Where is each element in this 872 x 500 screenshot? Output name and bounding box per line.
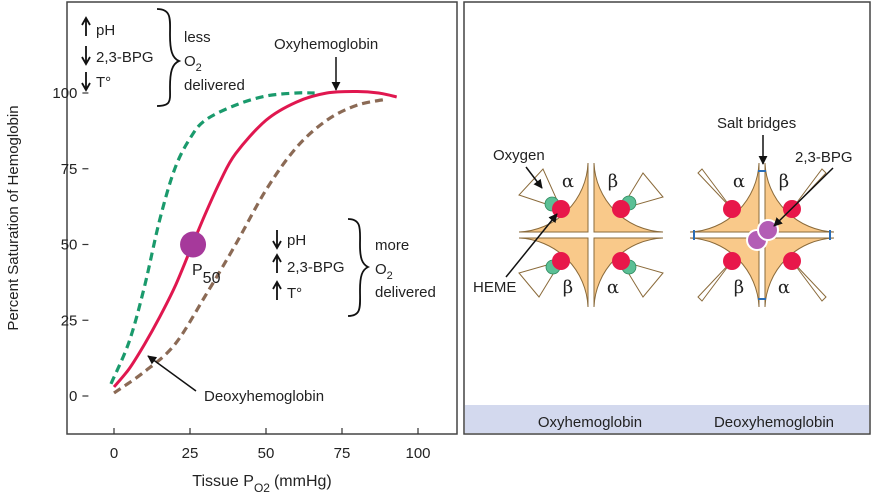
subunit-label: β (608, 171, 618, 192)
svg-text:pH: pH (287, 232, 306, 249)
bpg-label: 2,3-BPG (795, 149, 853, 166)
svg-text:2,3-BPG: 2,3-BPG (287, 259, 345, 276)
subunit-label: α (562, 171, 574, 192)
y-axis-label: Percent Saturation of Hemoglobin (5, 105, 22, 330)
svg-text:O2: O2 (184, 53, 202, 74)
y-tick-label: 25 (61, 312, 78, 329)
y-tick-label: 100 (52, 85, 77, 102)
heme-arrow (505, 213, 558, 278)
subunit-label: β (779, 171, 789, 192)
oxyhemoglobin-annotation: Oxyhemoglobin (274, 36, 378, 53)
subunit-beta: β (593, 162, 664, 233)
svg-text:more: more (375, 237, 409, 254)
arrow-up-icon (81, 16, 91, 36)
subunit-label: α (778, 277, 790, 298)
svg-text:2,3-BPG: 2,3-BPG (96, 49, 154, 66)
arrow-up-icon (272, 253, 282, 273)
y-tick-label: 50 (61, 237, 78, 254)
arrow-down-icon (81, 46, 91, 66)
x-tick-label: 25 (182, 445, 199, 462)
oxygen-label: Oxygen (493, 147, 545, 164)
x-tick-label: 0 (110, 445, 118, 462)
heme-group (612, 252, 630, 270)
arrow-down-icon (81, 72, 91, 92)
deoxyhemoglobin-annotation: Deoxyhemoglobin (204, 388, 324, 405)
subunit-beta: β (518, 237, 589, 308)
heme-group (723, 252, 741, 270)
subunit-alpha: α (593, 237, 664, 308)
svg-text:O2: O2 (375, 261, 393, 282)
heme-group (783, 252, 801, 270)
caption-band (465, 405, 869, 433)
oxygen-arrow (525, 166, 543, 189)
bpg-arrow (773, 167, 834, 227)
x-axis-label: Tissue PO2 (mmHg) (192, 473, 331, 495)
subunit-beta: β (689, 237, 760, 308)
oxyhemoglobin-normal-curve (112, 89, 398, 388)
salt-bridges-label: Salt bridges (717, 115, 796, 132)
arrow-up-icon (272, 280, 282, 300)
x-tick-label: 75 (334, 445, 351, 462)
subunit-label: β (734, 277, 744, 298)
chart-frame (66, 1, 458, 435)
p50-label: P50 (192, 262, 221, 287)
subunit-label: α (607, 277, 619, 298)
y-axis: 0 25 50 75 100 (52, 85, 89, 405)
subunit-label: β (563, 277, 573, 298)
deoxyhemoglobin-molecule: α β β α (689, 162, 835, 308)
p50-point (180, 231, 207, 258)
left-factor-group: pH 2,3-BPG T° less O2 delivered (81, 8, 245, 107)
svg-text:T°: T° (96, 74, 111, 91)
heme-label: HEME (473, 279, 516, 296)
brace-icon (347, 218, 371, 317)
deoxy-arrow (147, 355, 197, 392)
curves (109, 89, 398, 395)
heme-group (552, 252, 570, 270)
y-tick-label: 75 (61, 161, 78, 178)
right-shift-curve (113, 97, 388, 395)
subunit-label: α (733, 171, 745, 192)
arrow-down-icon (272, 230, 282, 250)
svg-text:less: less (184, 29, 211, 46)
caption-deoxyhemoglobin: Deoxyhemoglobin (714, 414, 834, 431)
heme-group (723, 200, 741, 218)
right-factor-group: pH 2,3-BPG T° more O2 delivered (272, 218, 436, 317)
heme-group (552, 200, 570, 218)
y-tick-label: 0 (69, 388, 77, 405)
left-shift-curve (109, 91, 315, 385)
heme-group (612, 200, 630, 218)
caption-oxyhemoglobin: Oxyhemoglobin (538, 414, 642, 431)
brace-icon (156, 8, 182, 107)
svg-text:delivered: delivered (184, 77, 245, 94)
svg-text:delivered: delivered (375, 284, 436, 301)
x-tick-label: 100 (405, 445, 430, 462)
bpg-molecule (757, 219, 779, 241)
x-tick-label: 50 (258, 445, 275, 462)
diagram-frame (463, 1, 871, 435)
oxyhemoglobin-molecule: α β β α (518, 162, 664, 308)
svg-text:T°: T° (287, 285, 302, 302)
svg-text:pH: pH (96, 22, 115, 39)
x-axis: 0 25 50 75 100 (110, 428, 431, 462)
